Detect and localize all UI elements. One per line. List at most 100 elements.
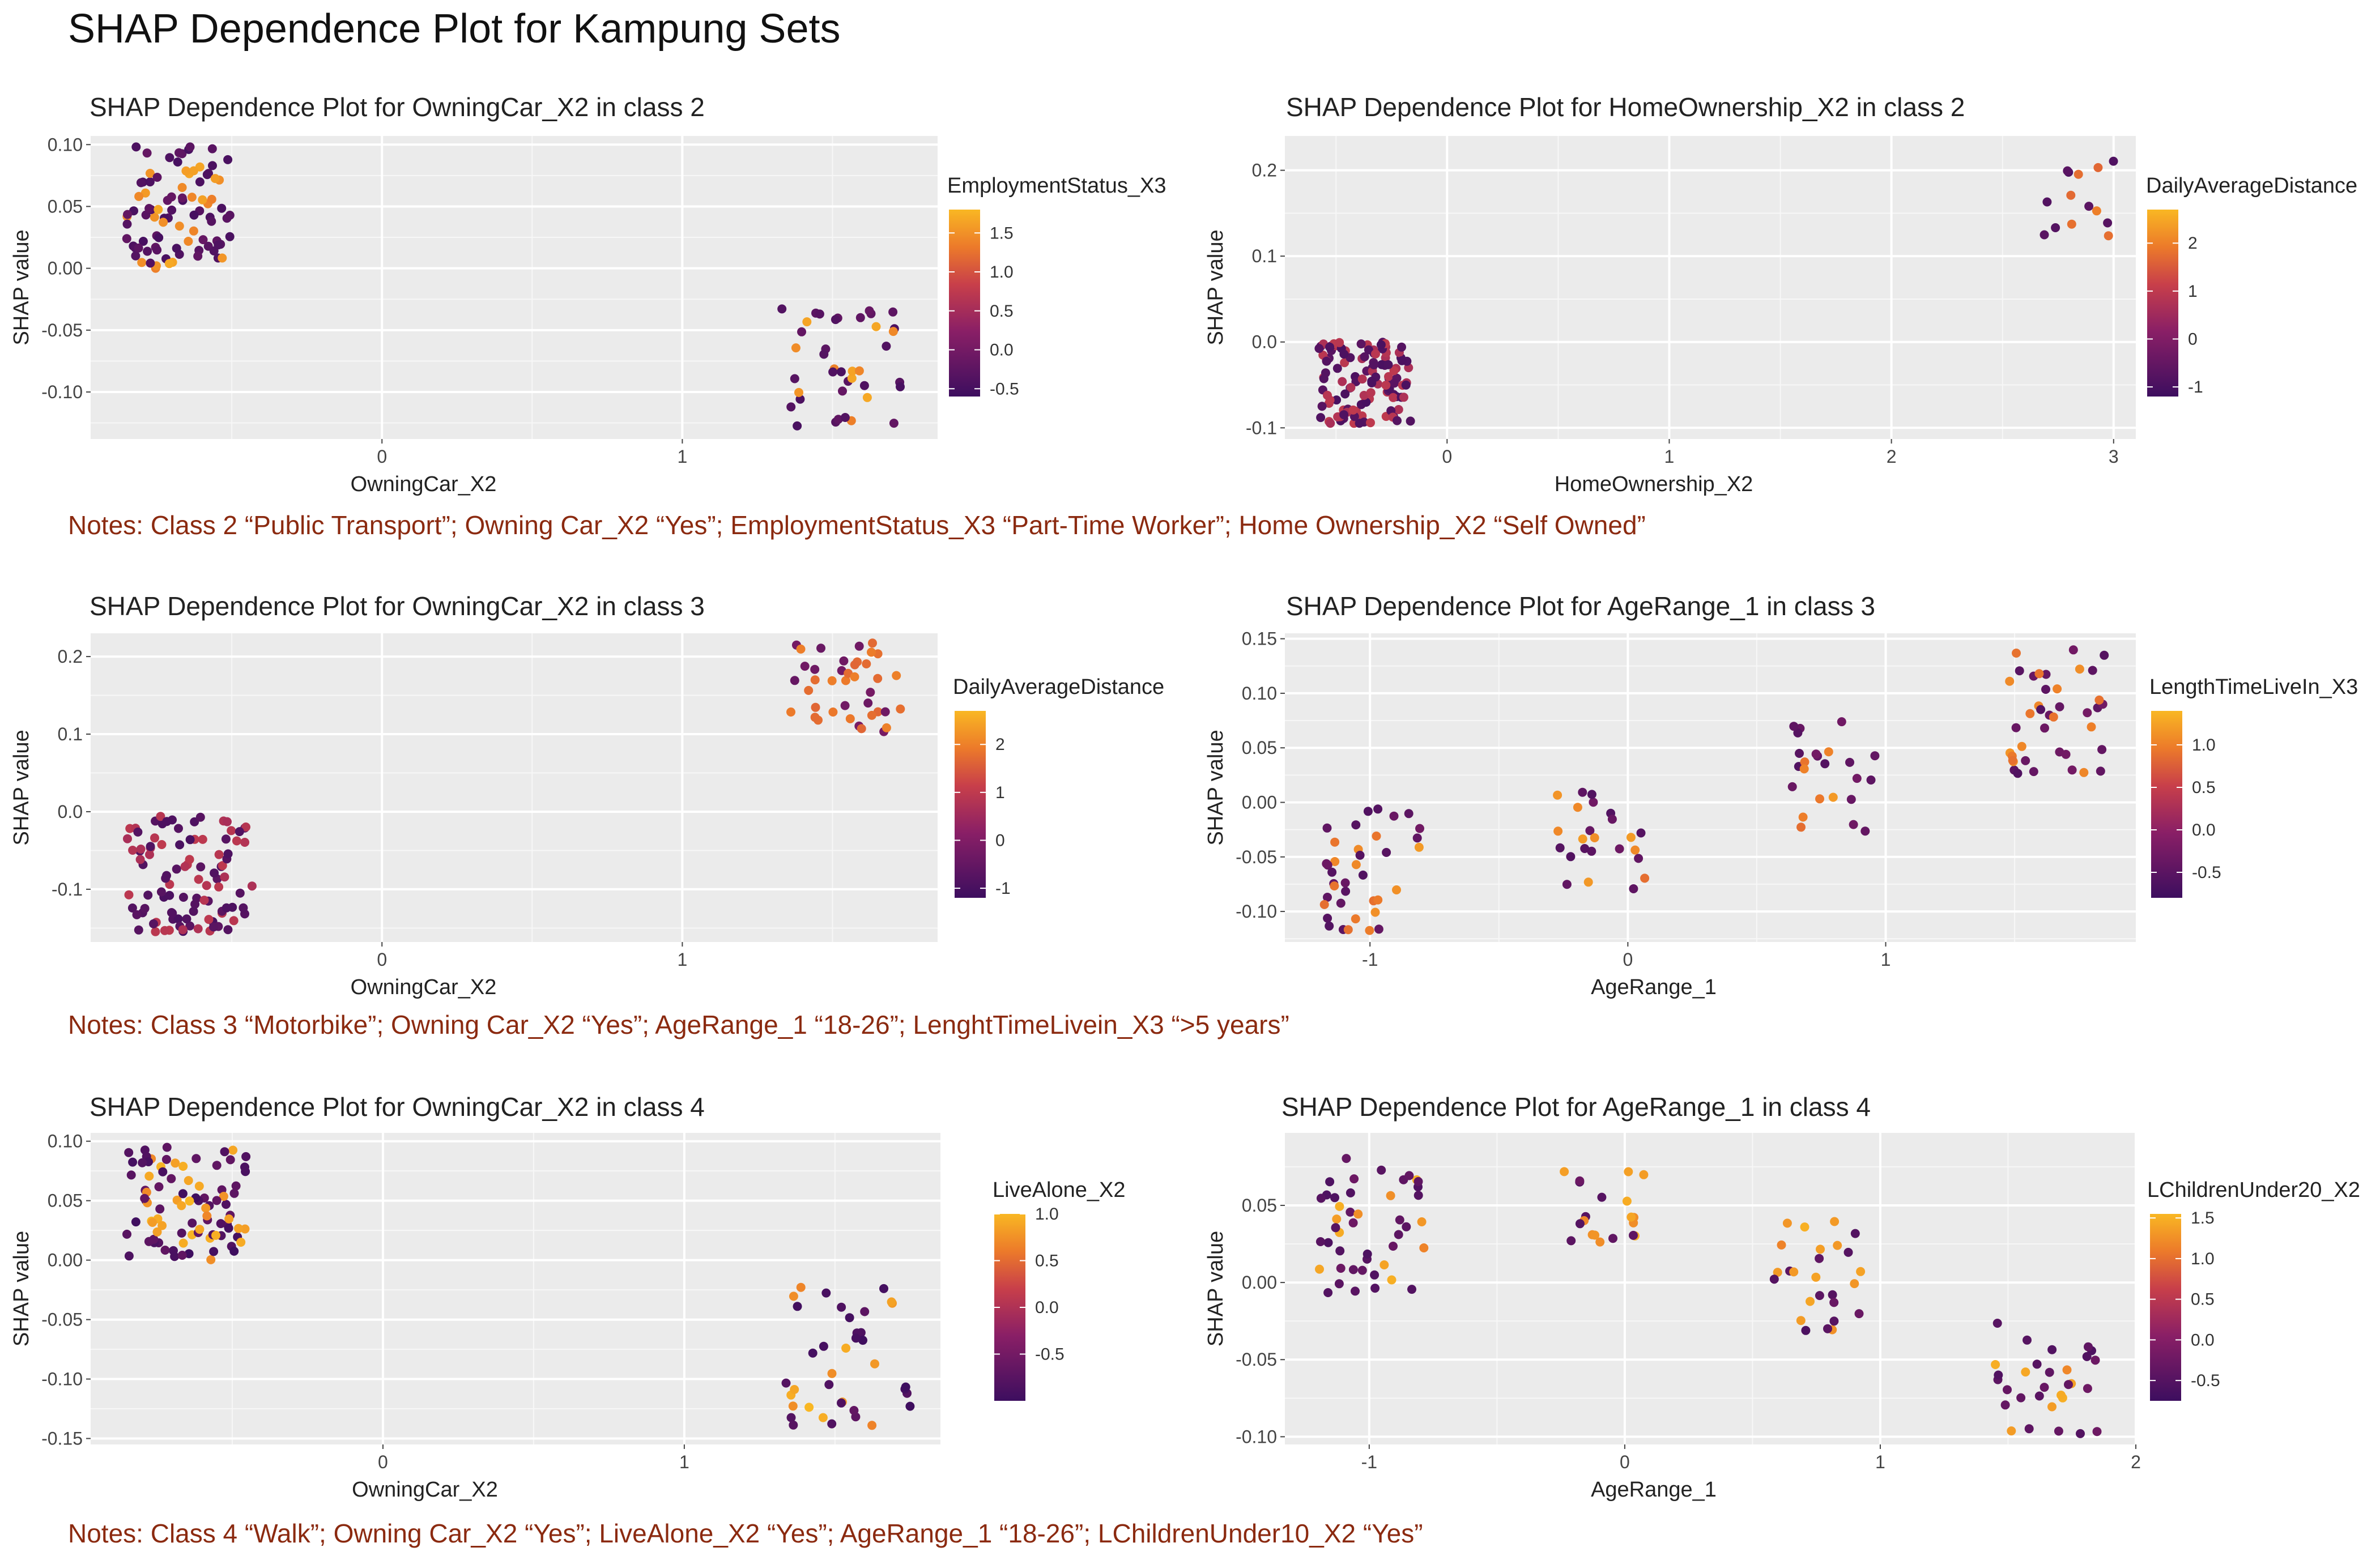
data-point <box>224 1214 234 1224</box>
x-tick-label: 0 <box>377 949 387 970</box>
data-point <box>2015 666 2024 676</box>
data-point <box>189 226 198 236</box>
data-point <box>1587 790 1596 799</box>
y-tick-label: -0.10 <box>1236 1426 1277 1447</box>
data-point <box>2083 708 2092 718</box>
data-point <box>1406 416 1415 426</box>
data-point <box>1640 873 1650 883</box>
data-point <box>1560 1167 1569 1177</box>
data-point <box>1615 844 1624 854</box>
data-point <box>1316 413 1326 423</box>
data-point <box>1351 820 1361 830</box>
data-point <box>800 662 810 671</box>
data-point <box>2096 766 2105 776</box>
colorbar-tick-label: 0 <box>995 831 1005 850</box>
data-point <box>209 1247 219 1256</box>
data-point <box>810 664 820 674</box>
data-point <box>229 1188 239 1198</box>
data-point <box>240 838 250 847</box>
data-point <box>162 871 171 880</box>
data-point <box>135 855 145 864</box>
data-point <box>1315 1237 1325 1246</box>
data-point <box>1343 925 1353 935</box>
data-point <box>1866 775 1876 785</box>
data-point <box>1820 759 1830 769</box>
data-point <box>1622 1196 1632 1206</box>
data-point <box>1799 764 1809 774</box>
legend-title: LChildrenUnder20_X2 <box>2147 1178 2360 1202</box>
data-point <box>1358 870 1368 880</box>
data-point <box>888 327 898 336</box>
data-point <box>2034 1391 2044 1401</box>
data-point <box>131 1217 140 1227</box>
data-point <box>1833 1241 1842 1250</box>
data-point <box>867 1421 877 1430</box>
data-point <box>212 1161 222 1170</box>
data-point <box>2051 223 2060 232</box>
data-point <box>2045 1367 2054 1377</box>
data-point <box>1811 749 1821 759</box>
data-point <box>1322 356 1331 366</box>
data-point <box>2104 231 2113 241</box>
data-point <box>2042 197 2052 207</box>
y-tick-label: -0.05 <box>41 1310 83 1330</box>
y-tick-label: 0.0 <box>1252 332 1277 352</box>
data-point <box>1389 1242 1398 1251</box>
data-point <box>220 872 229 882</box>
data-point <box>216 1219 225 1229</box>
data-point <box>123 210 132 219</box>
y-tick-label: 0.0 <box>58 802 83 822</box>
data-point <box>828 707 838 717</box>
data-point <box>797 327 806 336</box>
data-point <box>1850 1229 1860 1238</box>
data-point <box>165 153 174 163</box>
data-point <box>1339 410 1349 420</box>
data-point <box>1994 1370 2003 1380</box>
data-point <box>177 1201 186 1211</box>
panel-background <box>1285 633 2136 942</box>
data-point <box>172 864 181 874</box>
data-point <box>189 210 199 220</box>
data-point <box>225 1155 235 1165</box>
data-point <box>1325 1177 1335 1187</box>
y-tick-label: -0.10 <box>41 382 83 402</box>
data-point <box>882 723 891 732</box>
data-point <box>131 251 140 261</box>
data-point <box>1361 398 1371 407</box>
data-point <box>2040 723 2049 733</box>
data-point <box>214 240 223 250</box>
data-point <box>149 919 158 928</box>
data-point <box>198 235 208 245</box>
data-point <box>1590 833 1599 842</box>
colorbar-tick-label: 1.0 <box>1035 1205 1059 1224</box>
y-tick-label: 0.10 <box>1242 683 1277 704</box>
panel-title: SHAP Dependence Plot for AgeRange_1 in c… <box>1281 1092 1871 1122</box>
x-axis-label: OwningCar_X2 <box>352 1478 498 1502</box>
data-point <box>234 1224 243 1233</box>
legend-title: EmploymentStatus_X3 <box>947 174 1166 198</box>
data-point <box>214 882 224 892</box>
data-point <box>2055 702 2064 711</box>
data-point <box>2029 767 2038 777</box>
data-point <box>821 1288 831 1298</box>
data-point <box>178 1189 188 1199</box>
data-point <box>239 903 248 913</box>
data-point <box>224 1224 233 1233</box>
panel-title: SHAP Dependence Plot for OwningCar_X2 in… <box>90 1092 705 1122</box>
data-point <box>2093 163 2103 172</box>
legend-title: DailyAverageDistance <box>953 675 1164 699</box>
data-point <box>211 1230 220 1240</box>
data-point <box>223 817 232 826</box>
data-point <box>1607 815 1617 824</box>
data-point <box>162 817 172 826</box>
data-point <box>896 704 905 714</box>
data-point <box>1789 1267 1799 1277</box>
data-point <box>122 219 132 229</box>
data-point <box>2066 190 2076 200</box>
data-point <box>1837 717 1846 727</box>
data-point <box>198 834 207 844</box>
data-point <box>151 927 160 936</box>
data-point <box>1854 1309 1864 1319</box>
data-point <box>140 903 150 913</box>
x-tick-label: 0 <box>1620 1452 1630 1472</box>
